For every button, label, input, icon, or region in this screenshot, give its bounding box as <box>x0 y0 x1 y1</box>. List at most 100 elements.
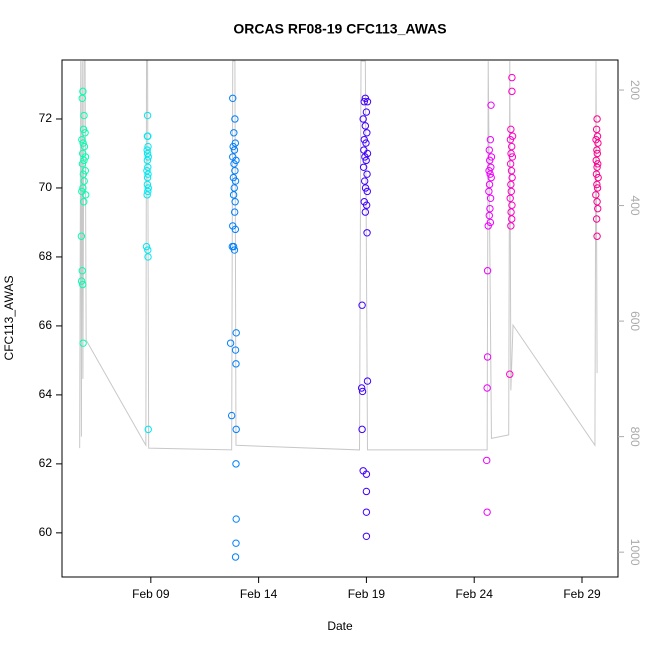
point <box>485 187 493 196</box>
y2-tick-label: 1000 <box>628 539 642 566</box>
point <box>486 204 494 213</box>
y-tick-label: 62 <box>39 456 53 470</box>
point <box>483 508 491 516</box>
point <box>229 242 238 251</box>
point <box>592 215 601 223</box>
point <box>78 94 86 102</box>
y-tick-label: 72 <box>39 111 53 125</box>
point <box>593 180 601 189</box>
point <box>230 146 239 154</box>
point <box>78 160 87 168</box>
point <box>143 156 152 165</box>
point <box>81 153 90 161</box>
point <box>507 125 515 134</box>
point <box>362 139 370 147</box>
y-tick-label: 70 <box>39 180 53 194</box>
point <box>486 170 494 178</box>
point <box>232 329 240 337</box>
point <box>592 191 600 199</box>
point <box>230 160 238 168</box>
point <box>77 277 86 285</box>
point <box>231 115 239 123</box>
point <box>79 139 87 147</box>
point <box>593 163 601 171</box>
point <box>485 167 493 175</box>
point <box>508 73 516 82</box>
point <box>143 173 152 182</box>
x-axis-label: Date <box>327 619 353 633</box>
point <box>143 167 151 175</box>
point <box>593 198 601 206</box>
point <box>485 146 493 154</box>
point <box>229 191 238 199</box>
point <box>81 129 89 137</box>
point <box>358 425 366 434</box>
point <box>508 153 517 161</box>
point <box>506 135 515 144</box>
point <box>593 132 602 140</box>
point <box>231 198 239 206</box>
point <box>143 180 152 189</box>
point <box>358 301 366 309</box>
point <box>232 515 240 523</box>
point <box>362 201 371 209</box>
point <box>593 232 601 240</box>
point <box>507 167 516 175</box>
point <box>358 387 367 396</box>
point <box>483 384 491 392</box>
point <box>144 246 152 254</box>
point <box>142 242 151 251</box>
y2-tick-label: 200 <box>628 80 642 100</box>
point <box>143 132 152 140</box>
point <box>487 101 495 109</box>
x-tick-label: Feb 29 <box>563 587 601 601</box>
y-tick-label: 68 <box>39 249 53 263</box>
point <box>362 470 371 478</box>
point <box>231 177 240 185</box>
point <box>507 208 515 216</box>
point <box>508 201 516 209</box>
point <box>80 111 88 120</box>
point <box>359 115 367 123</box>
point <box>80 198 88 206</box>
point <box>360 135 368 144</box>
y-tick-label: 64 <box>39 387 53 401</box>
point <box>592 125 601 134</box>
point <box>487 163 495 171</box>
y-axis-label: CFC113_AWAS <box>2 276 16 361</box>
point <box>483 353 492 361</box>
point <box>363 170 371 178</box>
point <box>78 280 87 289</box>
point <box>360 177 369 185</box>
point <box>363 129 371 137</box>
point <box>483 267 492 275</box>
point <box>594 173 602 182</box>
point <box>144 170 152 178</box>
point <box>79 87 87 96</box>
point <box>485 180 494 189</box>
point <box>144 184 152 192</box>
point <box>359 163 368 171</box>
point <box>230 129 238 137</box>
point <box>593 146 601 154</box>
point <box>486 156 494 165</box>
y-tick-label: 66 <box>39 318 53 332</box>
point <box>362 508 371 516</box>
point <box>231 553 240 561</box>
point <box>229 94 237 102</box>
point <box>144 142 152 151</box>
point <box>486 194 495 203</box>
point <box>357 384 366 392</box>
point <box>143 146 151 154</box>
point <box>144 163 152 171</box>
x-tick-label: Feb 19 <box>348 587 386 601</box>
point <box>230 184 238 192</box>
point <box>79 170 88 178</box>
point <box>361 122 370 130</box>
point <box>144 253 152 261</box>
point <box>507 180 515 189</box>
point <box>232 425 240 434</box>
point <box>226 339 235 347</box>
point <box>594 160 602 168</box>
